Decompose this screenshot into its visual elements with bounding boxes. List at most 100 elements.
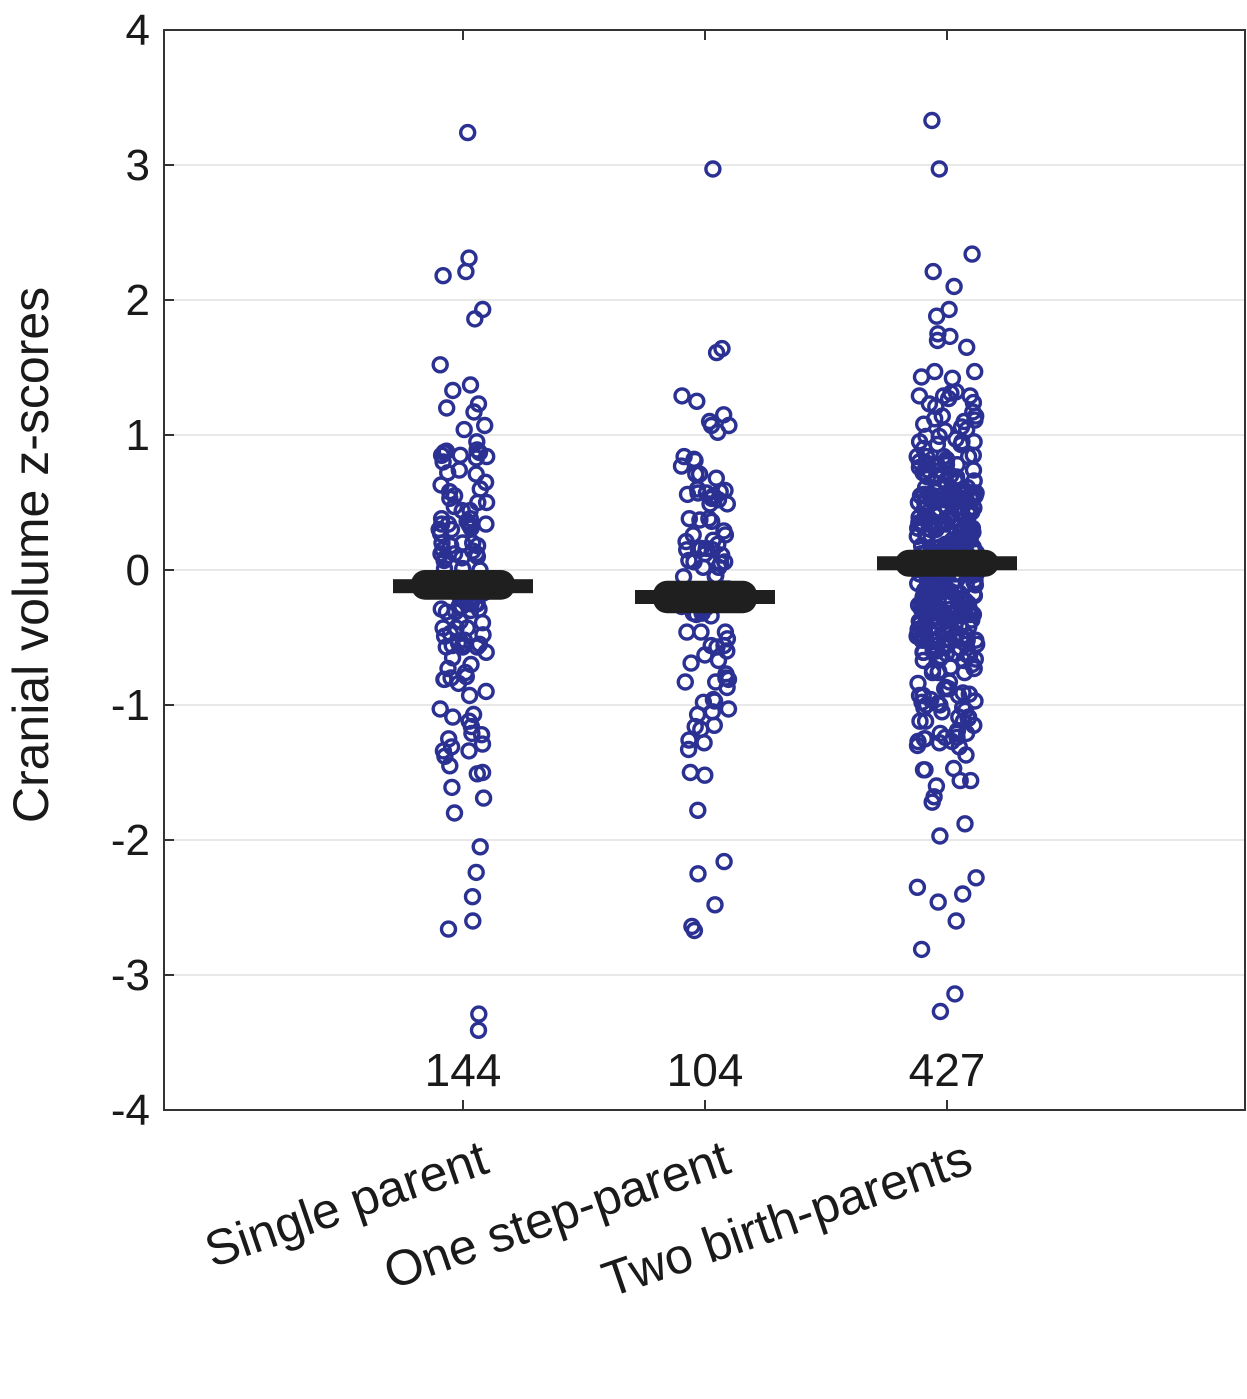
data-point: [439, 920, 458, 938]
data-point: [966, 576, 985, 594]
data-point: [685, 450, 703, 468]
data-point: [928, 307, 946, 325]
data-point: [443, 778, 461, 797]
data-point: [961, 500, 980, 518]
data-point: [955, 651, 973, 670]
data-point: [926, 410, 944, 428]
y-tick-label: -1: [111, 681, 150, 730]
data-point: [931, 1002, 950, 1021]
data-point: [935, 496, 953, 514]
data-point: [934, 464, 952, 482]
data-point: [946, 985, 964, 1003]
data-point: [695, 734, 713, 752]
median-line: [393, 579, 533, 594]
data-point: [942, 658, 960, 676]
data-point: [933, 703, 951, 721]
y-tick-label: -4: [111, 1086, 150, 1135]
data-point: [957, 746, 975, 764]
median-line: [635, 590, 775, 604]
data-point: [924, 262, 942, 281]
data-point: [930, 160, 948, 178]
data-point: [914, 651, 932, 670]
data-point: [923, 111, 941, 130]
group-count-label: 144: [425, 1044, 502, 1096]
data-point: [675, 447, 693, 466]
data-point: [692, 623, 710, 641]
data-point: [717, 665, 735, 683]
data-point: [954, 885, 972, 903]
data-point: [457, 667, 475, 686]
data-point: [451, 446, 469, 464]
data-point: [467, 863, 485, 882]
data-point: [471, 480, 489, 498]
data-point: [924, 640, 942, 659]
axis-ticks: [164, 29, 948, 1111]
data-point: [709, 535, 727, 553]
data-point: [689, 801, 707, 819]
data-point: [922, 690, 940, 709]
data-point: [439, 464, 457, 482]
data-point: [676, 673, 694, 691]
data-points: [430, 111, 986, 1040]
median-markers: [393, 549, 1017, 614]
data-point: [926, 362, 944, 381]
data-point: [468, 765, 486, 783]
data-point: [704, 160, 722, 178]
y-tick-label: 0: [126, 546, 150, 595]
y-tick-label: 3: [126, 141, 150, 190]
data-point: [691, 511, 709, 529]
data-point: [716, 623, 735, 641]
data-point: [432, 600, 450, 618]
data-point: [697, 484, 716, 502]
data-point: [681, 763, 700, 782]
data-point: [460, 742, 478, 760]
data-point: [694, 558, 712, 576]
data-point: [477, 682, 495, 701]
data-point: [435, 551, 453, 570]
data-point: [930, 734, 949, 752]
data-point: [689, 541, 708, 559]
data-point: [951, 771, 969, 790]
data-point: [460, 686, 479, 705]
data-point: [696, 766, 714, 784]
data-point: [925, 788, 943, 806]
data-point: [688, 705, 707, 724]
data-point: [688, 392, 706, 410]
data-point: [463, 888, 482, 906]
data-point: [443, 636, 461, 655]
data-point: [929, 325, 947, 343]
data-point: [444, 708, 462, 726]
data-point: [949, 530, 968, 548]
group-count-label: 427: [909, 1044, 986, 1096]
data-point: [940, 680, 958, 698]
data-point: [677, 532, 695, 551]
data-point: [706, 896, 724, 914]
data-point: [434, 541, 452, 559]
data-point: [967, 869, 985, 887]
data-point: [931, 827, 949, 845]
data-point: [432, 510, 451, 528]
data-point: [441, 757, 459, 775]
y-tick-label: 2: [126, 276, 150, 325]
data-point: [966, 362, 984, 381]
data-point: [460, 712, 478, 730]
data-point: [431, 356, 449, 374]
data-point: [913, 514, 931, 532]
data-point: [431, 700, 449, 718]
data-point: [470, 1005, 488, 1023]
data-point: [438, 399, 456, 417]
data-point: [703, 512, 721, 531]
data-point: [473, 735, 492, 753]
data-point: [963, 245, 981, 263]
y-axis-title: Cranial volume z-scores: [3, 287, 59, 823]
data-point: [474, 626, 492, 644]
data-point: [454, 638, 472, 656]
gridlines: [164, 164, 1245, 976]
data-point: [956, 815, 974, 833]
data-point: [460, 249, 478, 267]
y-tick-label: -2: [111, 816, 150, 865]
data-point: [909, 732, 927, 751]
data-point: [926, 481, 944, 500]
data-point: [911, 712, 929, 730]
data-point: [434, 742, 453, 760]
